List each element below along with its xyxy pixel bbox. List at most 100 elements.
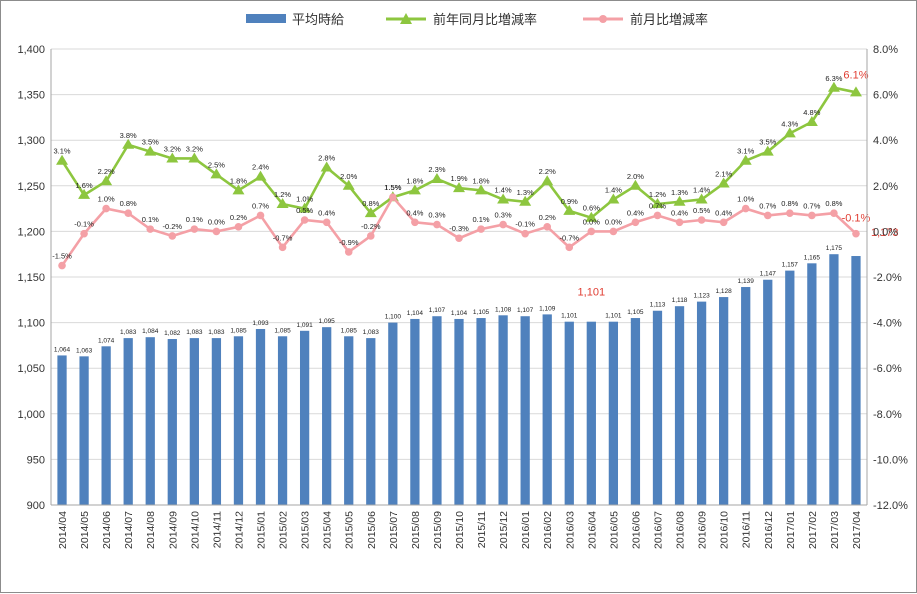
bar-data-label: 1,074 — [98, 337, 115, 344]
point-marker — [675, 218, 684, 227]
line-data-label: 1.0% — [296, 195, 313, 204]
point-marker — [232, 184, 245, 195]
point-marker — [212, 227, 221, 236]
line-data-label: 0.9% — [561, 197, 578, 206]
line-data-label: 1.4% — [605, 185, 622, 194]
y-left-tick-label: 1,150 — [17, 272, 45, 284]
bar — [542, 314, 552, 505]
line-data-label: -0.2% — [163, 222, 183, 231]
bar — [432, 316, 442, 505]
bar-data-label: 1,083 — [208, 329, 225, 336]
point-marker — [541, 175, 554, 186]
bar-series — [57, 254, 861, 505]
line-data-label: 0.2% — [539, 213, 556, 222]
line-data-label: 4.3% — [781, 119, 798, 128]
line-data-label: 0.3% — [495, 211, 512, 220]
point-marker — [565, 243, 574, 252]
point-marker — [673, 195, 686, 206]
line-data-label: 0.1% — [142, 215, 159, 224]
bar — [586, 321, 596, 505]
x-tick-label: 2016/06 — [630, 511, 642, 549]
line-data-label: -0.2% — [361, 222, 381, 231]
line-data-label: 3.5% — [759, 138, 776, 147]
bar — [410, 318, 420, 505]
x-tick-label: 2016/07 — [652, 511, 664, 549]
line-data-label: 1.3% — [671, 188, 688, 197]
bar-data-label: 1,085 — [341, 327, 358, 334]
bar-data-label: 1,108 — [495, 306, 512, 313]
line-data-label: 2.5% — [208, 160, 225, 169]
x-tick-label: 2015/03 — [300, 511, 312, 549]
highlight-label: 1,101 — [578, 287, 606, 299]
y-right-tick-label: -6.0% — [873, 363, 902, 375]
bar — [674, 306, 685, 505]
bar-data-label: 1,105 — [473, 309, 490, 316]
point-marker — [298, 202, 311, 213]
point-marker — [366, 232, 375, 240]
point-marker — [477, 225, 485, 233]
bar — [520, 316, 530, 505]
point-marker — [320, 161, 333, 172]
x-tick-label: 2014/07 — [123, 511, 135, 549]
line-data-label: 0.4% — [406, 208, 423, 217]
x-tick-label: 2016/09 — [697, 511, 709, 549]
line-data-label: 1.4% — [495, 185, 512, 194]
line-data-label: 0.4% — [671, 208, 688, 217]
bar-data-label: 1,123 — [693, 293, 710, 300]
bar-data-label: 1,085 — [274, 327, 291, 334]
x-tick-label: 2014/12 — [233, 511, 245, 549]
line-data-label: 0.3% — [428, 211, 445, 220]
point-marker — [519, 195, 532, 206]
point-marker — [342, 179, 355, 190]
bar — [851, 256, 861, 505]
line-data-label: 0.7% — [649, 201, 666, 210]
x-tick-label: 2016/01 — [520, 511, 532, 549]
bar-data-label: 1,107 — [517, 307, 534, 314]
point-marker — [430, 172, 443, 183]
bar — [652, 310, 663, 505]
line-data-label: 1.8% — [230, 176, 247, 185]
point-marker — [408, 184, 421, 195]
bar-data-label: 1,113 — [650, 302, 666, 309]
line-data-label: 2.2% — [98, 167, 115, 176]
bar-data-label: 1,104 — [407, 310, 424, 317]
bar-data-label: 1,147 — [760, 271, 777, 278]
bar — [57, 355, 67, 505]
point-marker — [122, 138, 135, 149]
x-tick-label: 2016/05 — [608, 511, 620, 549]
bar — [719, 297, 729, 505]
point-marker — [322, 218, 331, 227]
point-marker — [830, 209, 838, 217]
data-labels: 1,064 1,063 1,074 1,083 1,084 1,082 1,083 1,083… — [52, 69, 898, 354]
point-marker — [344, 248, 353, 256]
x-tick-label: 2015/09 — [432, 511, 444, 549]
line-data-label: -0.9% — [339, 238, 359, 247]
line-data-label: 1.2% — [649, 190, 666, 199]
y-left-tick-label: 1,250 — [17, 181, 45, 193]
line-data-label: 2.2% — [539, 167, 556, 176]
x-tick-label: 2016/12 — [763, 511, 775, 549]
line-data-label: -0.3% — [449, 224, 469, 233]
point-marker — [102, 204, 110, 213]
bar — [123, 338, 133, 505]
bar — [807, 263, 817, 505]
bar — [454, 318, 464, 505]
point-marker — [210, 168, 223, 179]
point-marker — [146, 225, 155, 233]
point-marker — [166, 152, 179, 163]
line-data-label: 0.1% — [472, 215, 489, 224]
line-data-label: 1.6% — [76, 181, 93, 190]
point-marker — [144, 145, 157, 156]
line-data-label: 3.5% — [142, 138, 159, 147]
point-marker — [453, 182, 465, 193]
point-marker — [521, 229, 529, 238]
bar-data-label: 1,093 — [252, 320, 269, 327]
line-data-label: -0.7% — [273, 233, 293, 242]
bar — [233, 336, 244, 505]
legend: 前月比増減率 — [581, 9, 708, 28]
x-tick-label: 2017/02 — [807, 511, 819, 549]
line-data-label: 3.2% — [164, 144, 181, 153]
x-tick-label: 2017/01 — [785, 511, 797, 549]
y-right-tick-label: -4.0% — [873, 318, 902, 330]
